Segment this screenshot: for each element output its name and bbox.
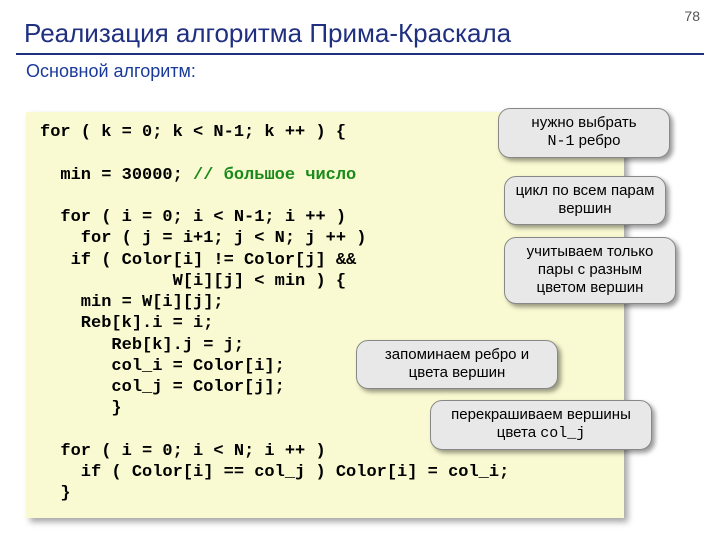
code-line-8: Reb[k].i = i; xyxy=(40,314,213,333)
code-line-9: Reb[k].j = j; xyxy=(40,336,244,355)
code-line-4: for ( j = i+1; j < N; j ++ ) xyxy=(40,229,366,248)
code-line-6: W[i][j] < min ) { xyxy=(40,272,346,291)
callout-loop-pairs: цикл по всем парам вершин xyxy=(504,176,666,225)
page-title: Реализация алгоритма Прима-Краскала xyxy=(0,0,720,53)
page-number: 78 xyxy=(684,8,700,24)
callout-diff-color: учитываем только пары с разным цветом ве… xyxy=(504,237,676,304)
subtitle: Основной алгоритм: xyxy=(0,61,720,88)
callout-text: нужно выбрать xyxy=(531,114,636,131)
code-line-7: min = W[i][j]; xyxy=(40,293,224,312)
code-line-2: min = 30000; xyxy=(40,166,193,185)
code-line-1: for ( k = 0; k < N-1; k ++ ) { xyxy=(40,123,346,142)
code-line-10: col_i = Color[i]; xyxy=(40,357,285,376)
code-line-3: for ( i = 0; i < N-1; i ++ ) xyxy=(40,208,346,227)
callout-mono: N-1 xyxy=(548,133,575,150)
callout-store-edge: запоминаем ребро и цвета вершин xyxy=(356,340,558,389)
code-line-11: col_j = Color[j]; xyxy=(40,378,285,397)
title-rule xyxy=(16,53,704,55)
callout-repaint: перекрашиваем вершины цвета col_j xyxy=(430,400,652,450)
callout-text: ребро xyxy=(575,132,621,149)
code-line-12: } xyxy=(40,399,122,418)
code-line-14: if ( Color[i] == col_j ) Color[i] = col_… xyxy=(40,463,509,482)
code-line-15: } xyxy=(40,484,71,503)
callout-need-edges: нужно выбрать N-1 ребро xyxy=(498,108,670,158)
code-comment: // большое число xyxy=(193,166,356,185)
callout-mono: col_j xyxy=(540,425,585,442)
code-block: for ( k = 0; k < N-1; k ++ ) { min = 300… xyxy=(26,112,624,518)
code-line-5: if ( Color[i] != Color[j] && xyxy=(40,251,356,270)
code-line-13: for ( i = 0; i < N; i ++ ) xyxy=(40,442,326,461)
